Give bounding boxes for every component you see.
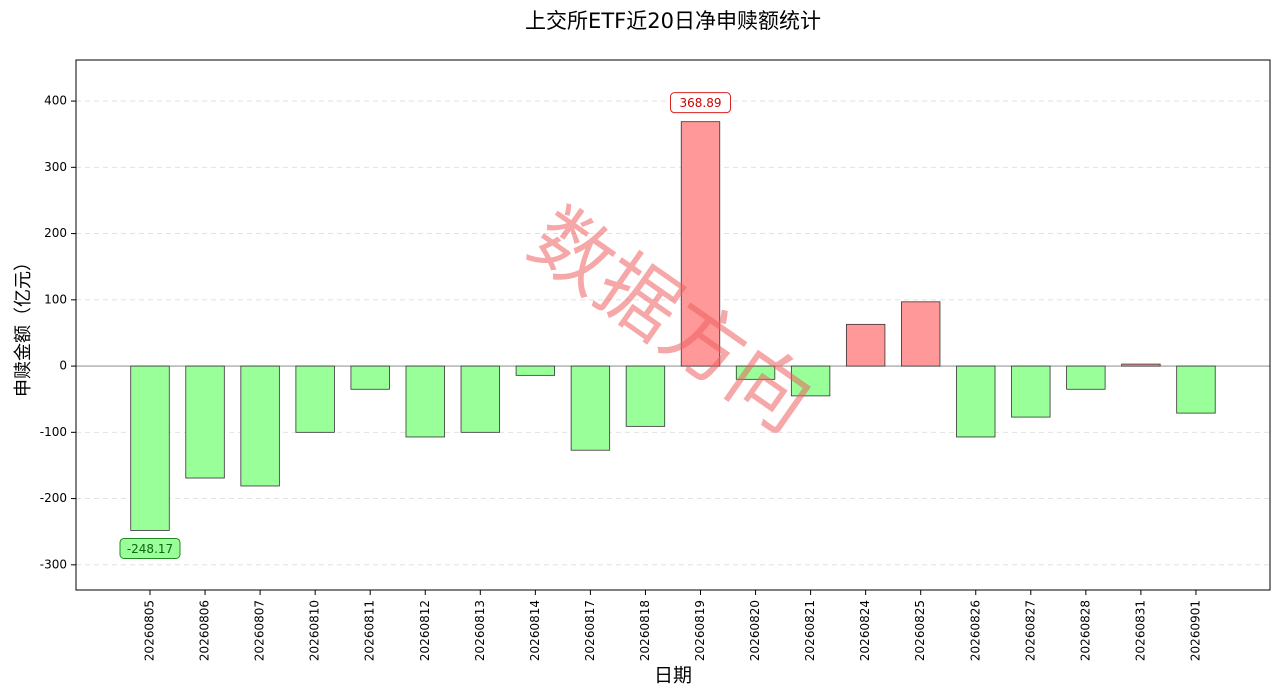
bar [295, 365, 335, 433]
bar [405, 365, 445, 438]
x-tick-label: 20260826 [968, 600, 982, 661]
value-label: 368.89 [680, 96, 722, 110]
x-tick-label: 20260812 [418, 600, 432, 661]
bar [1121, 363, 1161, 367]
y-tick-label: 200 [44, 226, 67, 240]
y-tick-label: -200 [40, 491, 67, 505]
y-tick-label: 100 [44, 292, 67, 306]
x-tick-label: 20260831 [1133, 600, 1147, 661]
y-axis-label: 申赎金额（亿元） [13, 253, 34, 397]
bar [185, 365, 225, 479]
bar [845, 323, 886, 367]
x-tick-label: 20260821 [803, 600, 817, 661]
x-tick-label: 20260817 [583, 600, 597, 661]
x-tick-label: 20260819 [693, 600, 707, 661]
annotation-box [670, 92, 731, 114]
bar [350, 365, 390, 390]
bar [130, 365, 170, 531]
bar [240, 365, 280, 487]
bar [625, 365, 666, 427]
x-tick-label: 20260807 [253, 600, 267, 661]
x-tick-label: 20260824 [858, 600, 872, 661]
bar [680, 121, 721, 367]
bar [460, 365, 500, 433]
bar [1066, 365, 1106, 390]
bar [1176, 365, 1216, 414]
y-tick-label: -100 [40, 425, 67, 439]
x-tick-label: 20260810 [308, 600, 322, 661]
watermark: 数据方向 [513, 191, 828, 451]
bar [735, 365, 776, 380]
x-tick-label: 20260825 [913, 600, 927, 661]
x-tick-label: 20260814 [528, 600, 542, 661]
annotation-box [119, 537, 181, 559]
y-tick-label: 300 [44, 160, 67, 174]
x-tick-label: 20260818 [638, 600, 652, 661]
bar [956, 365, 996, 438]
y-tick-label: -300 [40, 557, 67, 571]
x-tick-label: 20260828 [1078, 600, 1092, 661]
value-label: -248.17 [127, 542, 173, 556]
bar [901, 301, 941, 367]
chart-title: 上交所ETF近20日净申赎额统计 [525, 9, 821, 33]
x-tick-label: 20260820 [748, 600, 762, 661]
x-tick-label: 20260806 [198, 600, 212, 661]
x-tick-label: 20260827 [1023, 600, 1037, 661]
bar [1011, 365, 1051, 418]
plot-frame [75, 59, 1271, 591]
y-tick-label: 0 [59, 359, 67, 373]
bar [790, 365, 831, 397]
x-axis-label: 日期 [654, 665, 692, 687]
bar [570, 365, 611, 451]
x-tick-label: 20260813 [473, 600, 487, 661]
y-tick-label: 400 [44, 94, 67, 108]
x-tick-label: 20260805 [143, 600, 157, 661]
bar [515, 365, 556, 376]
x-tick-label: 20260811 [363, 600, 377, 661]
x-tick-label: 20260901 [1188, 600, 1202, 661]
